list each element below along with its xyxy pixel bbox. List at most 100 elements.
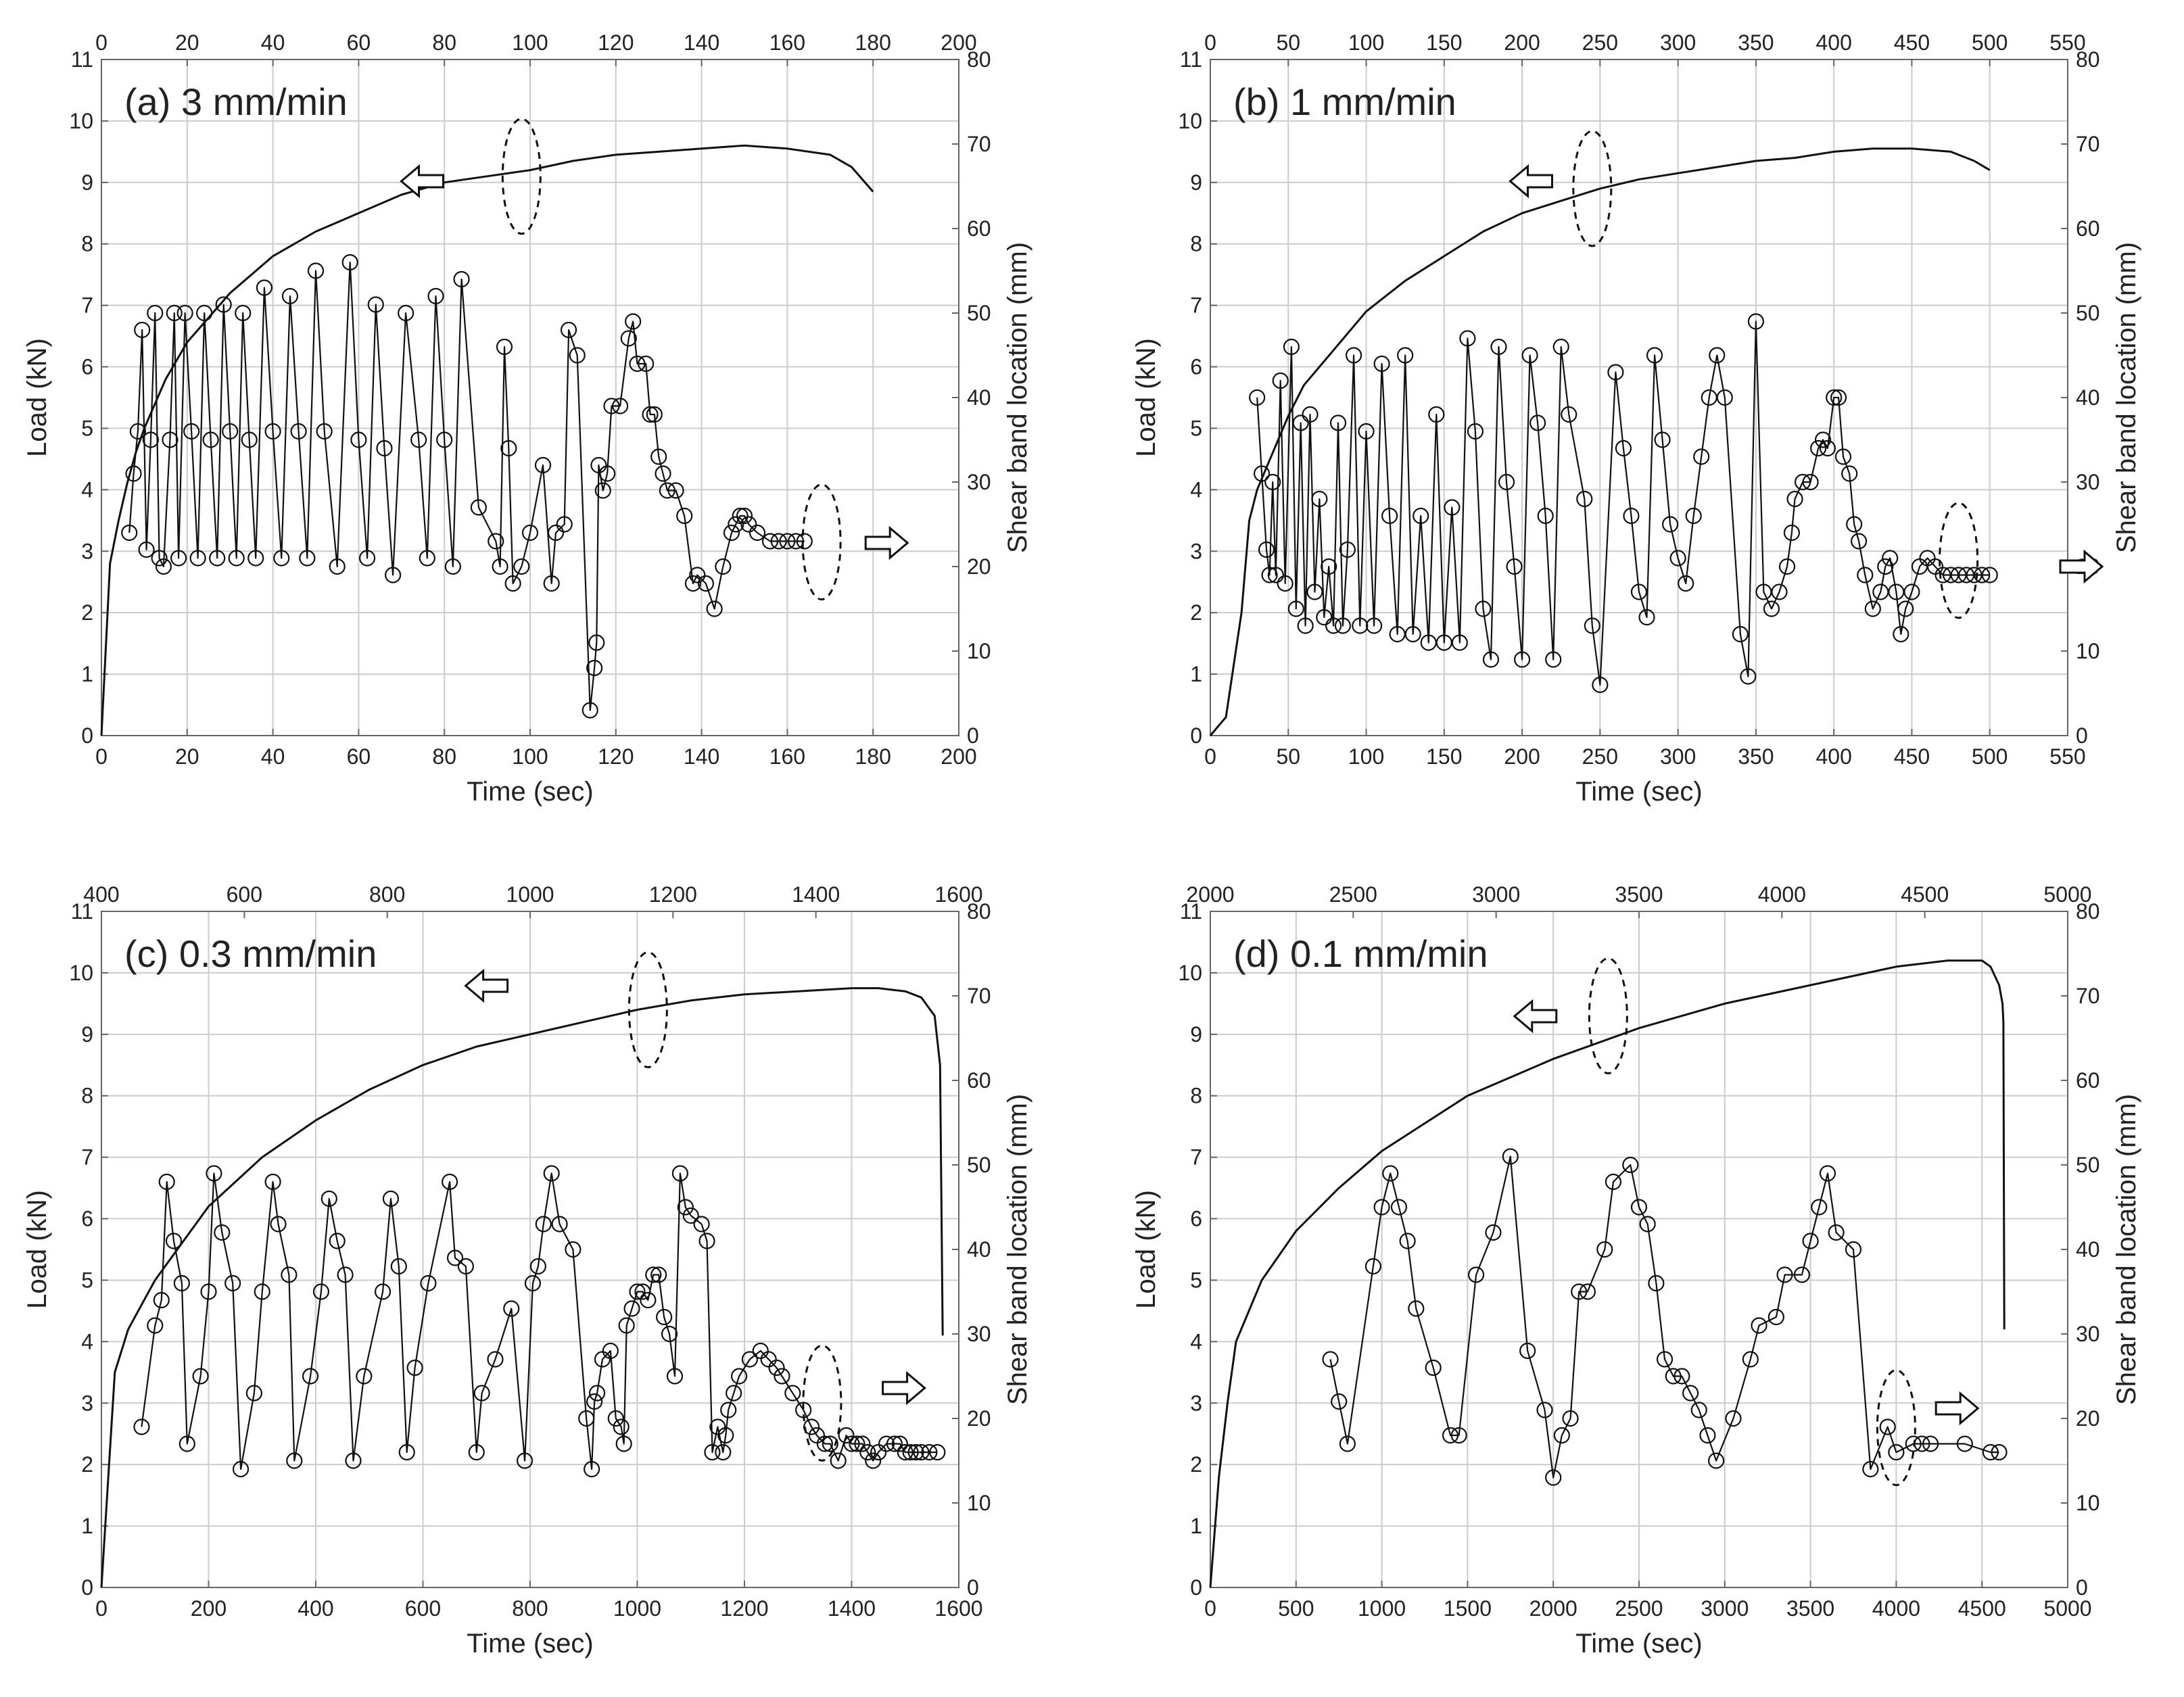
- shear-band-point: [1922, 1435, 1939, 1452]
- top-x-tick-label: 350: [1738, 30, 1774, 55]
- y2-tick-label: 70: [2076, 132, 2100, 156]
- shear-band-point: [612, 398, 629, 414]
- shear-band-point: [902, 1443, 919, 1461]
- shear-band-point: [444, 558, 461, 575]
- shear-band-point: [1513, 651, 1531, 668]
- shear-band-point: [1742, 1351, 1759, 1368]
- y2-tick-label: 80: [2076, 47, 2100, 72]
- y-tick-label: 4: [81, 477, 93, 502]
- shear-band-point: [676, 507, 693, 525]
- x-tick-label: 20: [175, 744, 199, 769]
- shear-band-point: [1364, 1258, 1382, 1275]
- dashed-ellipse-marker: [1572, 130, 1613, 247]
- shear-band-point: [556, 516, 573, 533]
- top-x-tick-label: 5000: [2043, 882, 2091, 907]
- x-tick-label: 0: [95, 744, 108, 769]
- top-x-tick-label: 100: [512, 30, 548, 55]
- shear-band-point: [1648, 1274, 1665, 1292]
- x-tick-label: 350: [1738, 744, 1774, 769]
- shear-band-point: [1826, 389, 1843, 406]
- y-tick-label: 7: [1190, 293, 1202, 318]
- shear-band-point: [1882, 550, 1899, 567]
- shear-band-point: [337, 1266, 354, 1283]
- shear-band-point: [1321, 558, 1337, 575]
- shear-band-point: [1339, 1435, 1356, 1452]
- y2-tick-label: 30: [2076, 1322, 2100, 1346]
- arrow-right-icon: [882, 1370, 926, 1406]
- shear-band-point: [155, 558, 172, 575]
- y-tick-label: 6: [1190, 1207, 1202, 1231]
- shear-band-point: [1358, 423, 1375, 440]
- chart-panel-d: 0 500 1000 1500 2000 2500 3000 3500 4000 4500 5000…: [1131, 882, 2141, 1658]
- shear-band-point: [529, 1258, 546, 1275]
- shear-band-point: [1802, 473, 1819, 491]
- shear-band-point: [796, 533, 813, 550]
- y-axis-label: Load (kN): [1131, 338, 1161, 457]
- shear-band-point: [1693, 448, 1710, 465]
- dashed-ellipse-marker: [1588, 957, 1628, 1075]
- y-tick-label: 0: [81, 723, 93, 748]
- top-x-tick-label: 3000: [1472, 882, 1520, 907]
- shear-band-point: [492, 558, 508, 575]
- shear-band-point: [214, 1224, 231, 1241]
- shear-band-point: [1709, 347, 1726, 364]
- shear-band-point: [543, 1165, 560, 1182]
- dashed-ellipse-marker: [1939, 502, 1979, 619]
- x-tick-label: 150: [1426, 744, 1462, 769]
- top-x-tick-label: 2500: [1329, 882, 1377, 907]
- shear-band-point: [715, 1443, 732, 1461]
- shear-band-point: [1716, 389, 1733, 406]
- shear-band-point: [770, 533, 787, 550]
- shear-band-point: [640, 1291, 657, 1309]
- shear-band-point: [1253, 465, 1271, 482]
- x-axis-label: Time (sec): [1575, 777, 1702, 807]
- shear-band-point: [697, 575, 715, 592]
- y-tick-label: 10: [69, 109, 93, 133]
- y-tick-label: 4: [81, 1329, 93, 1354]
- shear-band-point: [241, 431, 258, 448]
- shear-band-point: [715, 558, 732, 575]
- shear-band-point: [1428, 406, 1445, 423]
- dashed-ellipse-marker: [501, 118, 542, 235]
- shear-band-point: [1261, 567, 1278, 583]
- shear-band-point: [1665, 1368, 1682, 1385]
- y-tick-label: 8: [1190, 232, 1202, 256]
- shear-band-point: [551, 1216, 568, 1233]
- shear-band-point: [367, 296, 384, 313]
- top-x-tick-label: 1000: [506, 882, 554, 907]
- shear-band-point: [147, 1317, 164, 1334]
- shear-band-point: [1897, 600, 1914, 617]
- x-axis-label: Time (sec): [467, 777, 593, 807]
- shear-band-point: [1561, 406, 1577, 423]
- top-x-tick-label: 1600: [934, 882, 982, 907]
- shear-band-point: [290, 423, 307, 440]
- x-tick-label: 600: [405, 1596, 441, 1621]
- shear-band-point: [671, 1165, 689, 1182]
- y2-tick-label: 40: [2076, 385, 2100, 410]
- shear-band-point: [698, 1233, 715, 1249]
- top-x-tick-label: 200: [1504, 30, 1540, 55]
- shear-band-point: [1630, 583, 1648, 600]
- shear-band-point: [286, 1452, 303, 1469]
- shear-band-point: [588, 634, 605, 651]
- shear-band-point: [1502, 1148, 1519, 1165]
- shear-band-point: [638, 355, 655, 373]
- x-tick-label: 4000: [1872, 1596, 1920, 1621]
- y-tick-label: 4: [1190, 477, 1202, 502]
- top-x-tick-label: 100: [1348, 30, 1384, 55]
- y2-tick-label: 0: [2076, 1575, 2088, 1600]
- shear-band-point: [1373, 1199, 1390, 1216]
- load-series-line: [1209, 959, 2005, 1588]
- shear-band-point: [761, 533, 779, 550]
- y2-tick-label: 10: [967, 639, 991, 663]
- shear-band-point: [516, 1452, 533, 1469]
- shear-band-point: [1329, 414, 1347, 431]
- shear-band-point: [1864, 600, 1881, 617]
- shear-band-point: [1264, 473, 1281, 491]
- shear-band-point: [667, 482, 684, 499]
- shear-band-point: [1654, 431, 1671, 448]
- shear-band-point: [1467, 1266, 1485, 1283]
- x-tick-label: 2500: [1615, 1596, 1663, 1621]
- shear-band-point: [1846, 516, 1863, 533]
